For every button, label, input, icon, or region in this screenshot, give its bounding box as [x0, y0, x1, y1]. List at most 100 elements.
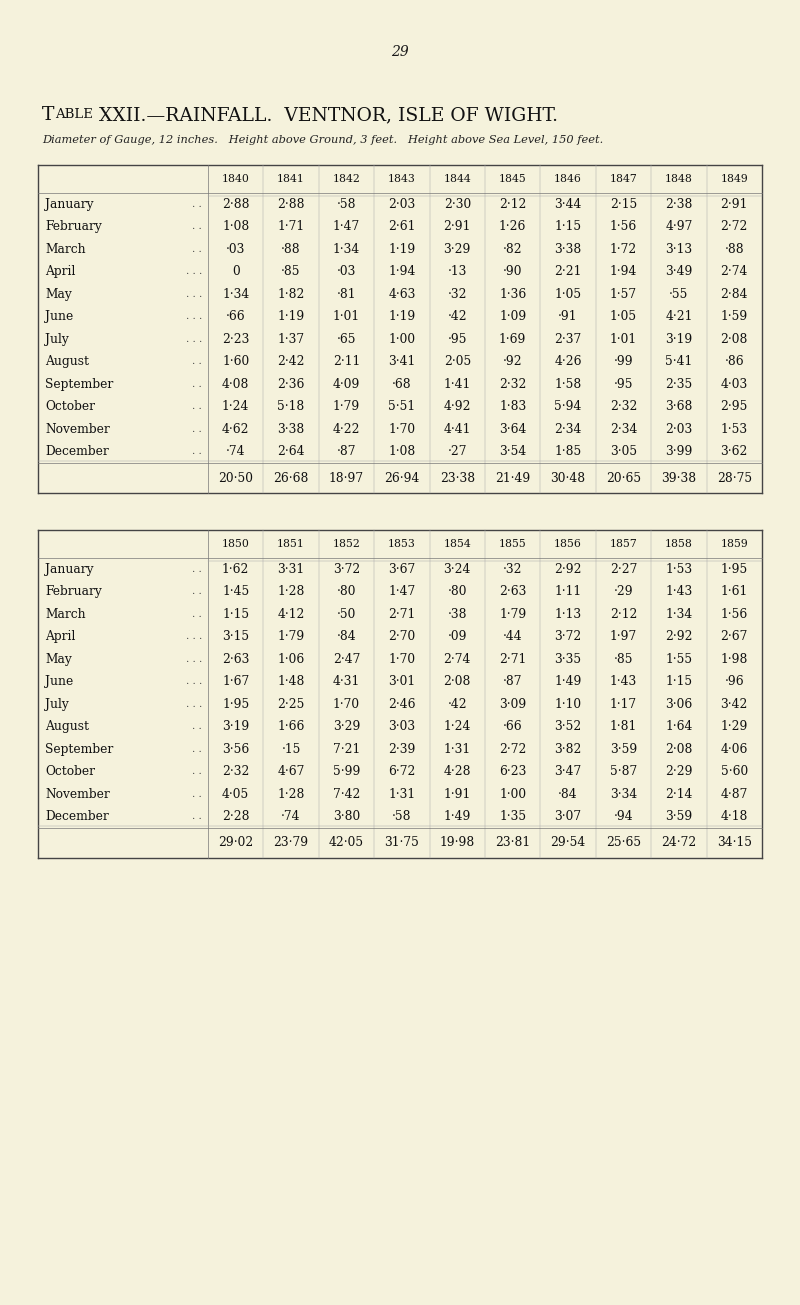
Text: 2·74: 2·74 — [721, 265, 748, 278]
Text: 20·50: 20·50 — [218, 471, 253, 484]
Text: 24·72: 24·72 — [662, 837, 697, 850]
Text: 34·15: 34·15 — [717, 837, 752, 850]
Text: 6·23: 6·23 — [499, 765, 526, 778]
Text: ·03: ·03 — [226, 243, 246, 256]
Text: May: May — [45, 652, 72, 666]
Text: 3·03: 3·03 — [388, 720, 415, 733]
Text: . .: . . — [192, 812, 202, 821]
Text: 1·62: 1·62 — [222, 562, 250, 576]
Text: ·65: ·65 — [337, 333, 356, 346]
Text: 2·72: 2·72 — [499, 743, 526, 756]
Text: 3·06: 3·06 — [666, 698, 693, 711]
Text: 3·67: 3·67 — [388, 562, 415, 576]
Text: 3·59: 3·59 — [666, 810, 693, 823]
Text: July: July — [45, 333, 69, 346]
Text: 1·61: 1·61 — [721, 585, 748, 598]
Text: . .: . . — [192, 245, 202, 253]
Text: . . .: . . . — [186, 632, 202, 641]
Text: 2·34: 2·34 — [554, 423, 582, 436]
Text: ·03: ·03 — [337, 265, 356, 278]
Text: . .: . . — [192, 448, 202, 457]
Text: ·68: ·68 — [392, 377, 412, 390]
Text: 1·79: 1·79 — [499, 608, 526, 621]
Text: 2·30: 2·30 — [444, 198, 471, 210]
Text: 1·67: 1·67 — [222, 675, 250, 688]
Text: 1·00: 1·00 — [499, 788, 526, 801]
Text: January: January — [45, 198, 94, 210]
Text: 3·52: 3·52 — [554, 720, 582, 733]
Text: . . .: . . . — [186, 655, 202, 664]
Text: 23·81: 23·81 — [495, 837, 530, 850]
Text: 1·01: 1·01 — [610, 333, 637, 346]
Text: 1·49: 1·49 — [554, 675, 582, 688]
Text: ·32: ·32 — [503, 562, 522, 576]
Text: 1·94: 1·94 — [388, 265, 415, 278]
Text: 1844: 1844 — [443, 174, 471, 184]
Text: 1·19: 1·19 — [278, 311, 305, 324]
Text: . .: . . — [192, 722, 202, 731]
Text: . .: . . — [192, 222, 202, 231]
Text: 2·47: 2·47 — [333, 652, 360, 666]
Text: 3·72: 3·72 — [554, 630, 582, 643]
Text: 1·19: 1·19 — [388, 311, 415, 324]
Text: 1·34: 1·34 — [666, 608, 693, 621]
Text: December: December — [45, 810, 109, 823]
Text: 2·15: 2·15 — [610, 198, 637, 210]
Text: January: January — [45, 562, 94, 576]
Text: 1·58: 1·58 — [554, 377, 582, 390]
Text: July: July — [45, 698, 69, 711]
Text: XXII.—RAINFALL.  VENTNOR, ISLE OF WIGHT.: XXII.—RAINFALL. VENTNOR, ISLE OF WIGHT. — [93, 106, 558, 124]
Text: . .: . . — [192, 790, 202, 799]
Text: 4·31: 4·31 — [333, 675, 360, 688]
Text: 3·82: 3·82 — [554, 743, 582, 756]
Text: June: June — [45, 311, 74, 324]
Text: February: February — [45, 585, 102, 598]
Text: 1·91: 1·91 — [444, 788, 471, 801]
Text: June: June — [45, 675, 74, 688]
Text: 2·38: 2·38 — [666, 198, 693, 210]
Text: 3·41: 3·41 — [388, 355, 415, 368]
Text: 1·59: 1·59 — [721, 311, 748, 324]
Text: 3·13: 3·13 — [666, 243, 693, 256]
Text: 0: 0 — [232, 265, 239, 278]
Text: ·29: ·29 — [614, 585, 634, 598]
Text: 3·99: 3·99 — [666, 445, 693, 458]
Text: 1841: 1841 — [277, 174, 305, 184]
Text: October: October — [45, 401, 95, 414]
Text: 1846: 1846 — [554, 174, 582, 184]
Text: 3·31: 3·31 — [278, 562, 305, 576]
Text: ·91: ·91 — [558, 311, 578, 324]
Text: 23·79: 23·79 — [274, 837, 309, 850]
Text: 29·54: 29·54 — [550, 837, 586, 850]
Text: . . .: . . . — [186, 335, 202, 343]
Text: 3·80: 3·80 — [333, 810, 360, 823]
Text: 4·97: 4·97 — [666, 221, 693, 234]
Text: 1·09: 1·09 — [499, 311, 526, 324]
Text: 1·97: 1·97 — [610, 630, 637, 643]
Text: 1·45: 1·45 — [222, 585, 250, 598]
Text: ·42: ·42 — [447, 311, 467, 324]
Text: ·80: ·80 — [337, 585, 356, 598]
Text: March: March — [45, 608, 86, 621]
Text: 2·91: 2·91 — [444, 221, 471, 234]
Text: 3·09: 3·09 — [499, 698, 526, 711]
Text: 1·05: 1·05 — [610, 311, 637, 324]
Text: February: February — [45, 221, 102, 234]
Text: 1858: 1858 — [665, 539, 693, 549]
Text: 5·87: 5·87 — [610, 765, 637, 778]
Text: 2·32: 2·32 — [499, 377, 526, 390]
Text: ·81: ·81 — [337, 287, 356, 300]
Text: 4·08: 4·08 — [222, 377, 250, 390]
Text: 1·70: 1·70 — [388, 652, 415, 666]
Text: 1·19: 1·19 — [388, 243, 415, 256]
Text: T: T — [42, 106, 54, 124]
Text: 1·15: 1·15 — [554, 221, 582, 234]
Text: ·80: ·80 — [447, 585, 467, 598]
Text: 2·32: 2·32 — [222, 765, 250, 778]
Text: 2·70: 2·70 — [388, 630, 415, 643]
Text: 2·11: 2·11 — [333, 355, 360, 368]
Text: 2·92: 2·92 — [554, 562, 582, 576]
Text: ·95: ·95 — [614, 377, 634, 390]
Text: 3·44: 3·44 — [554, 198, 582, 210]
Text: 1·53: 1·53 — [721, 423, 748, 436]
